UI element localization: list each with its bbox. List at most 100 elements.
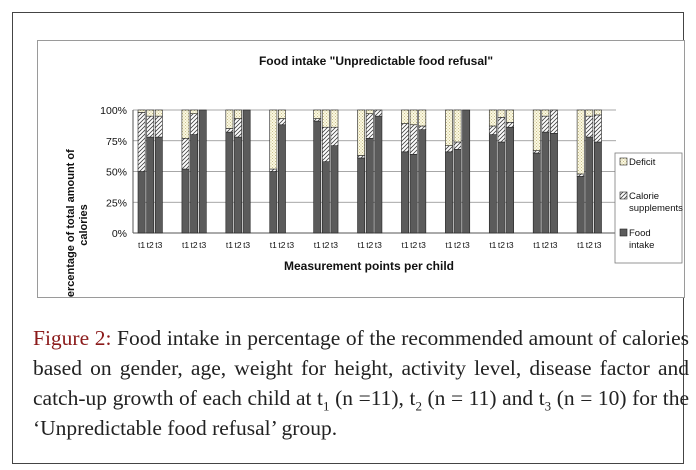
y-tick-label: 50% bbox=[106, 167, 127, 179]
caption-sub-2: 2 bbox=[415, 398, 422, 414]
bar-segment-food-intake bbox=[137, 171, 146, 234]
figure-frame: Food intake "Unpredictable food refusal"… bbox=[12, 12, 689, 464]
x-tick-label: t1 bbox=[533, 240, 540, 250]
bar-segment-deficit bbox=[154, 109, 163, 117]
y-axis-label-line-1: percentage of total amount of bbox=[65, 149, 77, 297]
bar-segment-calorie-supplements bbox=[506, 122, 514, 128]
bar-segment-food-intake bbox=[585, 136, 594, 234]
bar-segment-food-intake bbox=[409, 153, 418, 234]
bar-segment-calorie-supplements bbox=[585, 115, 594, 138]
y-axis-label: percentage of total amount of calories bbox=[65, 146, 90, 297]
bar-segment-deficit bbox=[576, 109, 585, 175]
x-tick-label: t1 bbox=[182, 240, 189, 250]
bar-segment-calorie-supplements bbox=[532, 150, 541, 154]
legend-label: Calorie supplements bbox=[629, 191, 683, 214]
bar-segment-calorie-supplements bbox=[497, 117, 506, 143]
bar-segment-deficit bbox=[445, 109, 453, 146]
bar-segment-deficit bbox=[418, 109, 427, 127]
x-tick-label: t2 bbox=[147, 240, 154, 250]
caption-text-4: (n = 10) for the ‘Unpredictable food ref… bbox=[33, 386, 689, 440]
bar-segment-calorie-supplements bbox=[278, 118, 286, 126]
x-tick-label: t1 bbox=[270, 240, 277, 250]
x-tick-label: t3 bbox=[331, 240, 338, 250]
bar-segment-deficit bbox=[453, 109, 462, 143]
bar-segment-deficit bbox=[278, 109, 286, 119]
bar-segment-food-intake bbox=[365, 137, 374, 234]
y-tick-label: 0% bbox=[112, 228, 127, 240]
bar-segment-food-intake bbox=[445, 151, 453, 234]
y-axis-label-line-2: calories bbox=[78, 204, 90, 246]
bar-segment-calorie-supplements bbox=[576, 173, 585, 177]
bar-segment-food-intake bbox=[154, 136, 163, 234]
bar-segment-calorie-supplements bbox=[401, 123, 409, 153]
bar-segment-food-intake bbox=[181, 168, 190, 234]
chart-area: Food intake "Unpredictable food refusal"… bbox=[37, 40, 685, 298]
bar-segment-deficit bbox=[488, 109, 497, 127]
bar-segment-deficit bbox=[321, 109, 330, 128]
y-tick-label: 75% bbox=[106, 136, 127, 148]
bar-segment-food-intake bbox=[330, 145, 339, 234]
bar-segment-food-intake bbox=[550, 133, 558, 234]
bar-segment-calorie-supplements bbox=[418, 125, 427, 130]
bar-segment-calorie-supplements bbox=[488, 125, 497, 135]
bar-segment-food-intake bbox=[453, 149, 462, 234]
x-tick-label: t2 bbox=[191, 240, 198, 250]
bar-segment-deficit bbox=[541, 109, 550, 117]
bar-segment-deficit bbox=[190, 109, 199, 114]
bar-segment-deficit bbox=[181, 109, 190, 139]
bar-segment-food-intake bbox=[506, 126, 514, 234]
bar-segment-calorie-supplements bbox=[541, 115, 550, 133]
x-axis-label: Measurement points per child bbox=[284, 259, 454, 273]
bar-segment-calorie-supplements bbox=[137, 112, 146, 172]
legend-box bbox=[614, 152, 683, 264]
bar-segment-food-intake bbox=[313, 120, 322, 234]
bar-segment-deficit bbox=[225, 109, 234, 129]
x-tick-label: t3 bbox=[463, 240, 470, 250]
x-tick-label: t3 bbox=[375, 240, 382, 250]
x-tick-label: t2 bbox=[542, 240, 549, 250]
x-tick-label: t3 bbox=[550, 240, 557, 250]
x-tick-label: t2 bbox=[366, 240, 373, 250]
x-tick-label: t1 bbox=[402, 240, 409, 250]
bar-segment-deficit bbox=[409, 109, 418, 126]
bar-segment-calorie-supplements bbox=[550, 109, 558, 134]
bar-segment-deficit bbox=[146, 109, 155, 117]
x-tick-label: t3 bbox=[594, 240, 601, 250]
x-tick-label: t2 bbox=[498, 240, 505, 250]
x-tick-label: t1 bbox=[358, 240, 365, 250]
bar-segment-deficit bbox=[330, 109, 339, 128]
figure-caption: Figure 2: Food intake in percentage of t… bbox=[33, 323, 689, 443]
x-tick-label: t1 bbox=[489, 240, 496, 250]
caption-text-3: (n = 11) and t bbox=[421, 386, 545, 410]
bar-segment-deficit bbox=[593, 109, 602, 116]
bar-segment-calorie-supplements bbox=[313, 118, 322, 122]
bar-segment-calorie-supplements bbox=[445, 145, 453, 153]
bar-segment-calorie-supplements bbox=[321, 126, 330, 162]
bar-segment-calorie-supplements bbox=[190, 113, 199, 135]
bar-segment-food-intake bbox=[357, 157, 366, 234]
bar-segment-calorie-supplements bbox=[181, 137, 190, 170]
caption-sub-3: 3 bbox=[544, 398, 552, 414]
bar-segment-food-intake bbox=[242, 109, 251, 234]
y-tick-label: 100% bbox=[100, 105, 127, 117]
bar-segment-food-intake bbox=[225, 131, 234, 234]
bar-segment-food-intake bbox=[374, 115, 383, 234]
bar-segment-deficit bbox=[532, 109, 541, 151]
bar-segment-food-intake bbox=[497, 141, 506, 234]
bar-segment-calorie-supplements bbox=[146, 115, 155, 138]
x-tick-label: t1 bbox=[445, 240, 452, 250]
bar-segment-food-intake bbox=[269, 171, 278, 234]
bar-segment-food-intake bbox=[488, 134, 497, 234]
bar-segment-food-intake bbox=[278, 124, 286, 234]
x-tick-label: t2 bbox=[410, 240, 417, 250]
bar-segment-calorie-supplements bbox=[593, 114, 602, 143]
bar-segment-calorie-supplements bbox=[225, 128, 234, 133]
bar-segment-food-intake bbox=[462, 109, 471, 234]
x-tick-label: t2 bbox=[278, 240, 285, 250]
bar-segment-calorie-supplements bbox=[357, 155, 366, 159]
stacked-bar-chart: Food intake "Unpredictable food refusal"… bbox=[65, 54, 683, 297]
x-tick-label: t3 bbox=[287, 240, 294, 250]
bar-segment-deficit bbox=[137, 109, 146, 113]
bar-segment-deficit bbox=[506, 109, 514, 123]
x-tick-label: t3 bbox=[243, 240, 250, 250]
